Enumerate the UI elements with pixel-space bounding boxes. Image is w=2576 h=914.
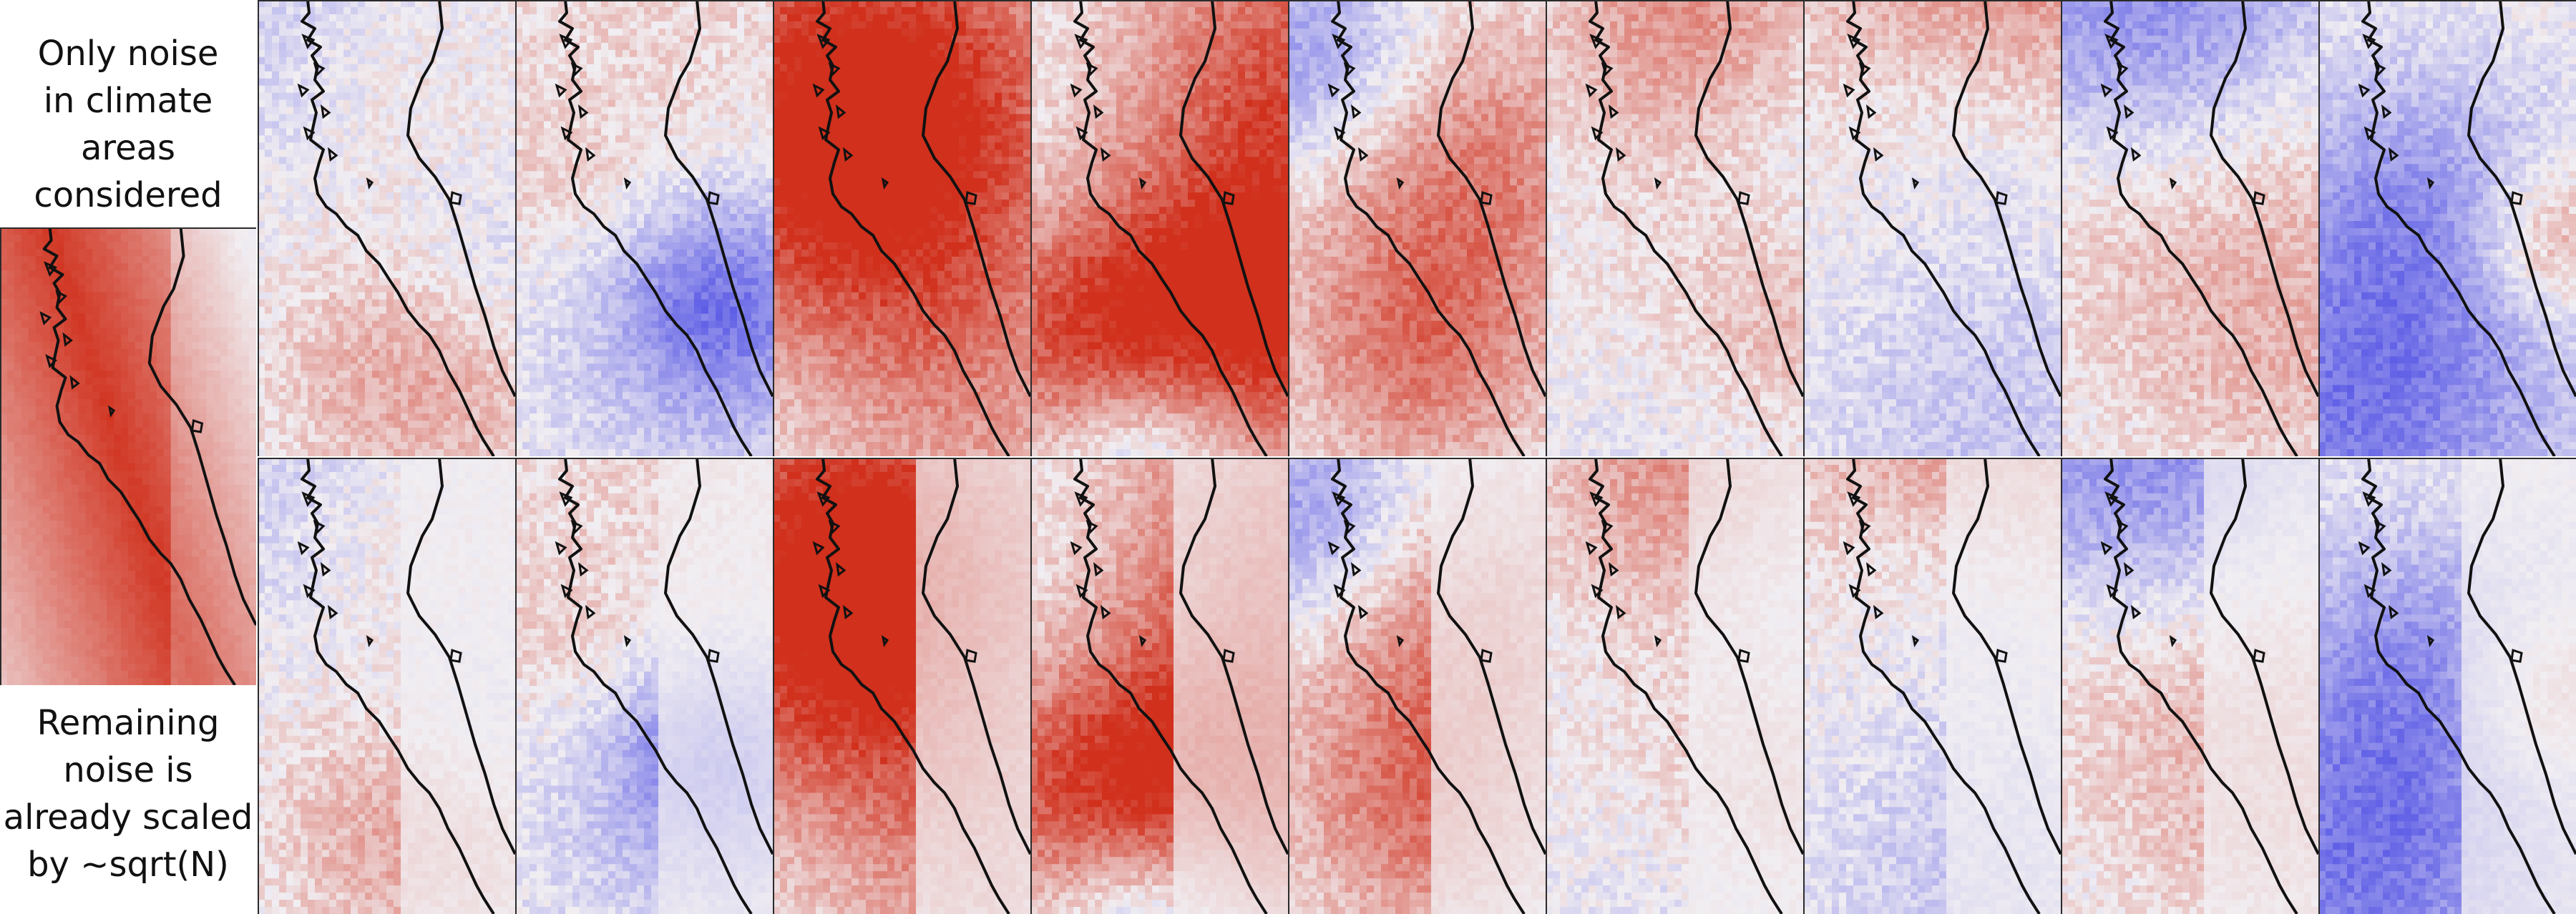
noise-map-icon [258, 458, 515, 914]
caption-line: by ~sqrt(N) [0, 841, 256, 888]
caption-line: Only noise [0, 30, 256, 77]
noise-map-icon [1803, 458, 2061, 914]
noise-map-panel [1030, 458, 1288, 914]
noise-map-panel [258, 0, 515, 456]
noise-map-panel [2061, 0, 2318, 456]
noise-map-icon [1288, 0, 1546, 456]
noise-map-icon [773, 0, 1030, 456]
caption-line: areas [0, 124, 256, 172]
caption-line: Remaining [0, 699, 256, 747]
noise-map-icon [1030, 458, 1288, 914]
noise-map-icon [258, 0, 515, 456]
caption-line: in climate [0, 77, 256, 124]
noise-map-panel [2318, 0, 2576, 456]
noise-map-panel [515, 458, 773, 914]
noise-map-panel [1803, 458, 2061, 914]
caption-line: considered [0, 172, 256, 219]
caption-line: already scaled [0, 794, 256, 841]
noise-map-icon [1803, 0, 2061, 456]
noise-map-icon [1030, 0, 1288, 456]
noise-map-icon [2061, 0, 2318, 456]
noise-map-icon [515, 0, 773, 456]
noise-map-icon [2318, 0, 2576, 456]
noise-magnitude-map-icon [0, 227, 256, 685]
noise-map-panel [1288, 0, 1546, 456]
noise-map-panel [2318, 458, 2576, 914]
noise-map-panel [258, 458, 515, 914]
caption-line: noise is [0, 747, 256, 794]
noise-map-panel [1030, 0, 1288, 456]
noise-map-icon [1288, 458, 1546, 914]
noise-map-panel [2061, 458, 2318, 914]
noise-map-icon [1546, 0, 1803, 456]
top-caption: Only noise in climate areas considered [0, 30, 256, 219]
noise-map-panel [1546, 458, 1803, 914]
noise-map-panel [773, 0, 1030, 456]
noise-map-icon [773, 458, 1030, 914]
noise-map-icon [2061, 458, 2318, 914]
bottom-caption: Remaining noise is already scaled by ~sq… [0, 699, 256, 888]
noise-map-panel [515, 0, 773, 456]
noise-map-icon [515, 458, 773, 914]
noise-map-panel [1288, 458, 1546, 914]
reference-noise-map [0, 227, 256, 685]
noise-map-panel [1546, 0, 1803, 456]
noise-map-panel [1803, 0, 2061, 456]
noise-map-panel [773, 458, 1030, 914]
noise-map-icon [1546, 458, 1803, 914]
noise-map-icon [2318, 458, 2576, 914]
